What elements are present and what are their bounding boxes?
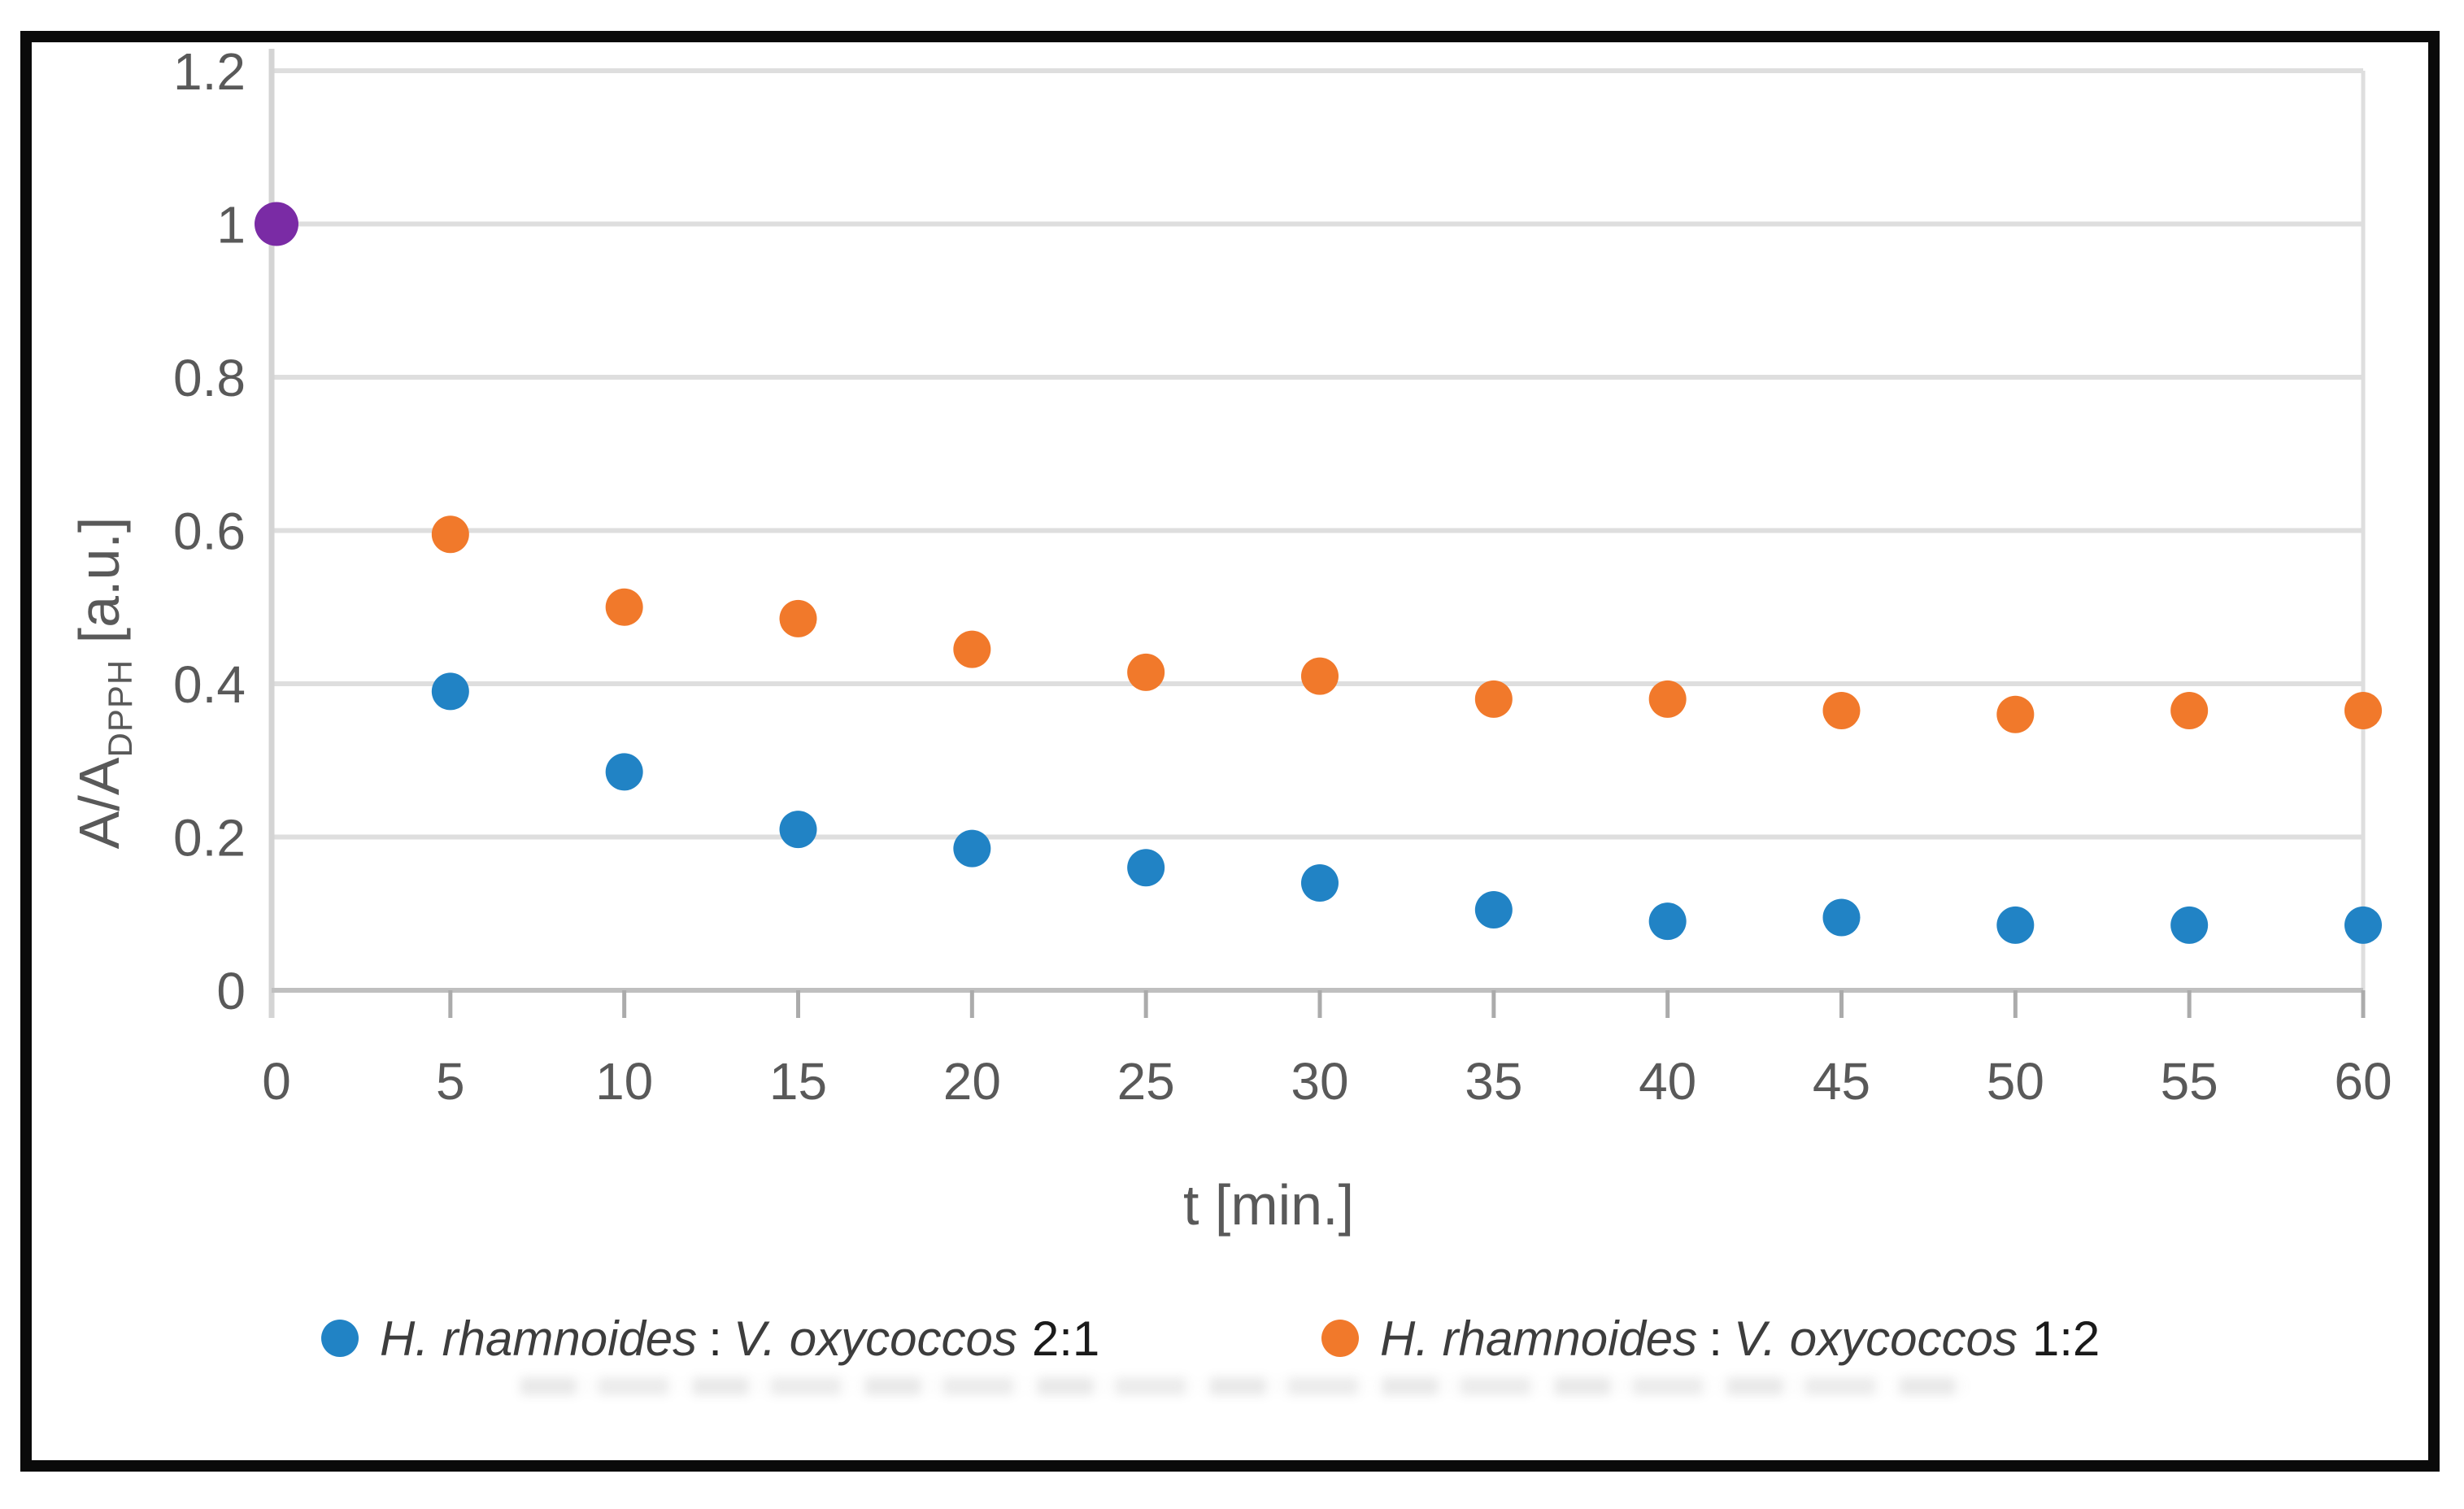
svg-text:1.2: 1.2	[173, 42, 246, 101]
svg-text:30: 30	[1291, 1052, 1348, 1111]
svg-text:0: 0	[216, 962, 246, 1020]
svg-text:60: 60	[2334, 1052, 2392, 1111]
y-axis-title-subscript: DPPH	[101, 659, 139, 758]
x-axis-title: t [min.]	[1182, 1173, 1355, 1237]
legend-marker-2to1-icon	[321, 1320, 359, 1357]
svg-text:55: 55	[2161, 1052, 2218, 1111]
svg-text:45: 45	[1813, 1052, 1870, 1111]
svg-text:50: 50	[1987, 1052, 2044, 1111]
legend-label-1to2: H. rhamnoides: V. oxycoccos 1:2	[1380, 1311, 2100, 1366]
y-axis-title-main: A/A	[67, 757, 131, 850]
svg-text:5: 5	[436, 1052, 465, 1111]
figure-border-frame	[20, 31, 2440, 1472]
svg-text:35: 35	[1465, 1052, 1522, 1111]
svg-text:0: 0	[262, 1052, 291, 1111]
y-axis-title-unit: [a.u.]	[67, 516, 131, 659]
y-axis-title: A/ADPPH [a.u.]	[67, 517, 140, 850]
legend-item-1to2: H. rhamnoides: V. oxycoccos 1:2	[1321, 1307, 2100, 1369]
svg-text:0.4: 0.4	[173, 655, 246, 714]
svg-text:20: 20	[943, 1052, 1001, 1111]
svg-text:0.2: 0.2	[173, 809, 246, 868]
legend-label-2to1: H. rhamnoides: V. oxycoccos 2:1	[380, 1311, 1100, 1366]
legend-item-2to1: H. rhamnoides: V. oxycoccos 2:1	[321, 1307, 1099, 1369]
svg-text:15: 15	[769, 1052, 827, 1111]
svg-text:10: 10	[595, 1052, 653, 1111]
svg-text:1: 1	[216, 196, 246, 254]
svg-text:0.8: 0.8	[173, 349, 246, 407]
svg-text:25: 25	[1117, 1052, 1175, 1111]
faded-text-artifact	[520, 1377, 1968, 1395]
svg-text:40: 40	[1639, 1052, 1696, 1111]
svg-text:0.6: 0.6	[173, 502, 246, 561]
legend-marker-1to2-icon	[1321, 1320, 1359, 1357]
